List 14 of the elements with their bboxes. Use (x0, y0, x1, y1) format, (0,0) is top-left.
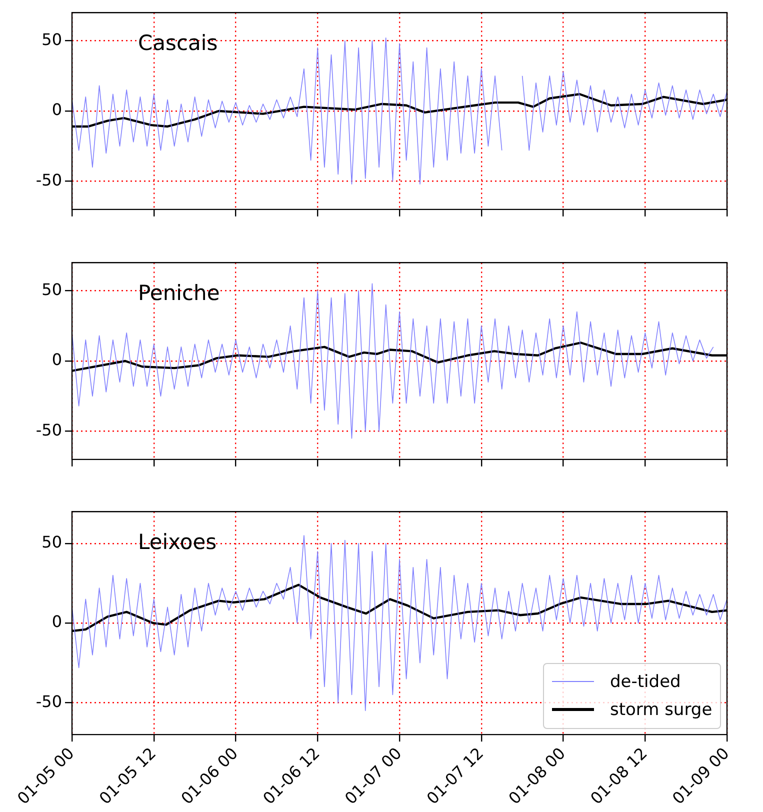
annotation: Peniche (138, 280, 220, 305)
annotation: Leixoes (138, 530, 217, 554)
y-tick-label: 0 (52, 100, 62, 120)
y-tick-label: 0 (52, 350, 62, 370)
y-tick-label: -50 (36, 692, 62, 711)
y-tick-label: 0 (52, 612, 62, 632)
legend-label: de-tided (610, 672, 681, 692)
legend-label: storm surge (610, 700, 712, 720)
y-tick-label: 50 (42, 280, 62, 299)
y-tick-label: -50 (36, 420, 62, 440)
annotation: Cascais (138, 30, 218, 55)
y-tick-label: 50 (42, 30, 62, 49)
y-tick-label: 50 (42, 532, 62, 552)
y-tick-label: -50 (36, 170, 62, 190)
